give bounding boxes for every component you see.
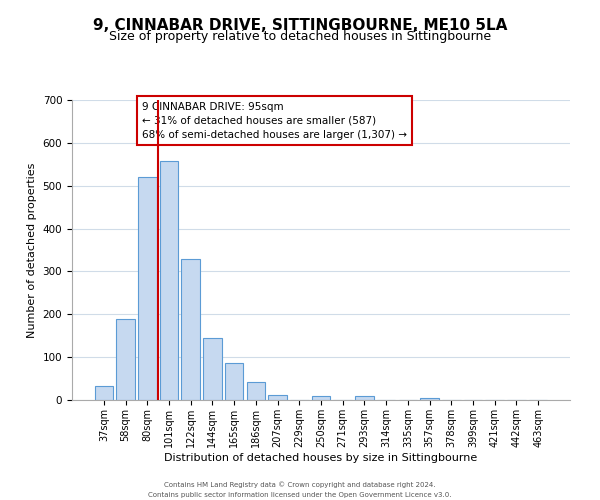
- Bar: [95, 386, 113, 400]
- Bar: [268, 395, 287, 400]
- Text: 9 CINNABAR DRIVE: 95sqm
← 31% of detached houses are smaller (587)
68% of semi-d: 9 CINNABAR DRIVE: 95sqm ← 31% of detache…: [142, 102, 407, 140]
- Bar: [312, 396, 330, 400]
- Bar: [225, 362, 244, 400]
- Bar: [355, 396, 374, 400]
- Text: Size of property relative to detached houses in Sittingbourne: Size of property relative to detached ho…: [109, 30, 491, 43]
- Bar: [138, 177, 157, 400]
- Bar: [181, 258, 200, 400]
- Bar: [160, 162, 178, 400]
- Bar: [203, 338, 221, 400]
- Bar: [116, 318, 135, 400]
- Text: 9, CINNABAR DRIVE, SITTINGBOURNE, ME10 5LA: 9, CINNABAR DRIVE, SITTINGBOURNE, ME10 5…: [93, 18, 507, 32]
- Bar: [421, 398, 439, 400]
- Y-axis label: Number of detached properties: Number of detached properties: [27, 162, 37, 338]
- Text: Contains HM Land Registry data © Crown copyright and database right 2024.
Contai: Contains HM Land Registry data © Crown c…: [148, 482, 452, 498]
- Bar: [247, 382, 265, 400]
- X-axis label: Distribution of detached houses by size in Sittingbourne: Distribution of detached houses by size …: [164, 452, 478, 462]
